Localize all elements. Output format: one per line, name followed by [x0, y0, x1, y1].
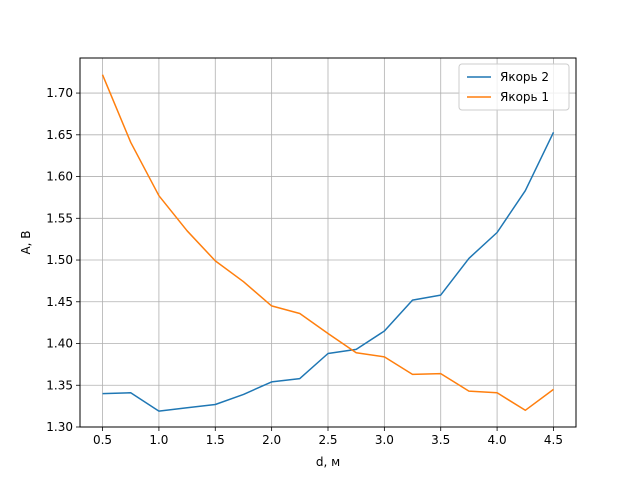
x-axis-label: d, м — [316, 455, 340, 469]
legend-box — [458, 63, 570, 111]
x-tick-label: 1.0 — [149, 433, 168, 447]
x-tick-label: 3.5 — [431, 433, 450, 447]
y-tick-label: 1.50 — [46, 253, 73, 267]
x-tick-label: 2.0 — [262, 433, 281, 447]
x-axis-ticks: 0.5 1.0 1.5 2.0 2.5 3.0 3.5 4.0 4.5 — [93, 427, 563, 447]
series-lines — [101, 74, 555, 412]
y-tick-label: 1.55 — [46, 211, 73, 225]
legend: Якорь 2 Якорь 1 — [458, 63, 570, 111]
y-tick-label: 1.60 — [46, 170, 73, 184]
y-axis-ticks: 1.30 1.35 1.40 1.45 1.50 1.55 1.60 1.65 1.70 — [46, 86, 80, 434]
y-axis-label: A, В — [19, 230, 33, 254]
x-tick-label: 0.5 — [93, 433, 112, 447]
x-tick-label: 1.5 — [206, 433, 225, 447]
series-line-1 — [102, 131, 555, 412]
y-tick-label: 1.30 — [46, 420, 73, 434]
legend-label: Якорь 1 — [500, 90, 549, 104]
x-tick-label: 2.5 — [318, 433, 337, 447]
legend-label: Якорь 2 — [500, 70, 549, 84]
x-tick-label: 4.0 — [488, 433, 507, 447]
y-tick-label: 1.70 — [46, 86, 73, 100]
x-tick-label: 3.0 — [375, 433, 394, 447]
y-tick-label: 1.65 — [46, 128, 73, 142]
y-tick-label: 1.45 — [46, 295, 73, 309]
series-line-2 — [101, 74, 554, 412]
y-tick-label: 1.35 — [46, 378, 73, 392]
y-tick-label: 1.40 — [46, 337, 73, 351]
x-tick-label: 4.5 — [544, 433, 563, 447]
